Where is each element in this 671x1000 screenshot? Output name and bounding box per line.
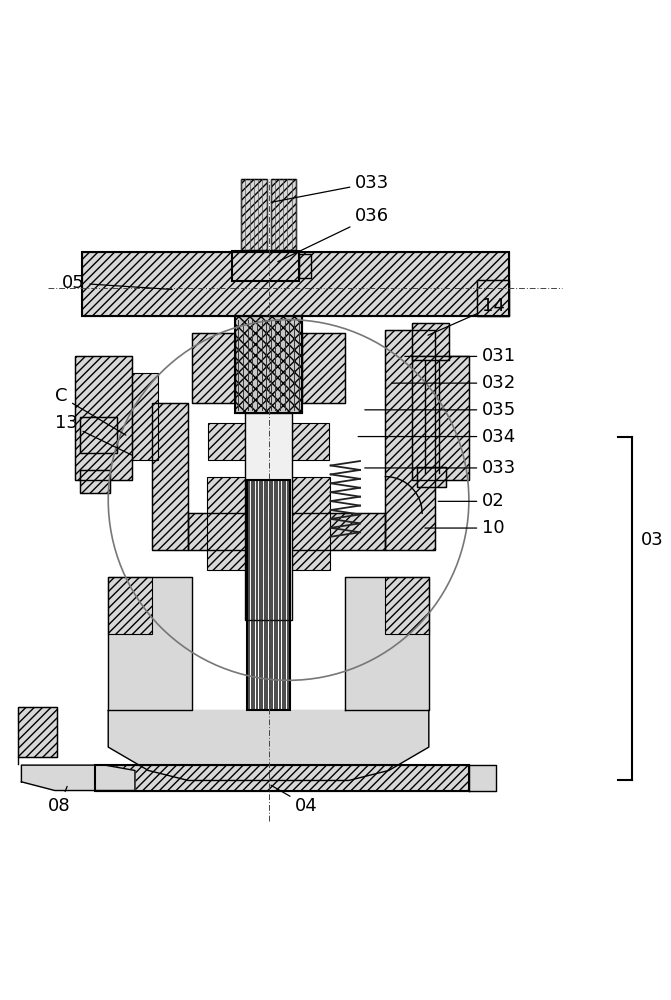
- Text: 13: 13: [55, 414, 132, 455]
- Text: 02: 02: [438, 492, 505, 510]
- Bar: [189, 513, 385, 550]
- Text: 033: 033: [365, 459, 517, 477]
- Bar: [412, 323, 449, 360]
- Bar: [385, 330, 435, 550]
- Bar: [81, 417, 117, 453]
- Bar: [241, 179, 266, 250]
- Bar: [95, 765, 469, 791]
- Bar: [192, 333, 235, 403]
- Text: 034: 034: [358, 428, 517, 446]
- Text: 035: 035: [365, 401, 517, 419]
- Bar: [412, 356, 469, 480]
- Bar: [235, 316, 302, 413]
- Text: 03: 03: [641, 531, 663, 549]
- Bar: [270, 179, 296, 250]
- Text: 05: 05: [62, 274, 172, 292]
- Bar: [417, 467, 446, 487]
- Polygon shape: [469, 765, 496, 791]
- Bar: [291, 477, 330, 570]
- Bar: [18, 707, 57, 757]
- Bar: [132, 373, 158, 460]
- Bar: [302, 333, 346, 403]
- Bar: [152, 403, 189, 550]
- Bar: [245, 413, 292, 620]
- Bar: [18, 707, 57, 757]
- Text: 031: 031: [405, 347, 517, 365]
- Bar: [75, 356, 132, 480]
- Bar: [231, 251, 299, 281]
- Bar: [477, 280, 509, 316]
- Bar: [412, 323, 449, 360]
- Bar: [209, 423, 245, 460]
- Polygon shape: [108, 577, 192, 710]
- Bar: [207, 477, 247, 570]
- Bar: [235, 316, 302, 413]
- Bar: [477, 280, 509, 316]
- Bar: [152, 403, 189, 550]
- Bar: [81, 417, 117, 453]
- Bar: [82, 252, 509, 316]
- Bar: [192, 333, 235, 403]
- Polygon shape: [21, 765, 135, 791]
- Bar: [299, 254, 311, 278]
- Bar: [231, 251, 299, 281]
- Text: 04: 04: [271, 785, 318, 815]
- Bar: [417, 467, 446, 487]
- Text: C: C: [55, 387, 126, 435]
- Bar: [189, 513, 385, 550]
- Bar: [270, 179, 296, 250]
- Text: 08: 08: [48, 786, 70, 815]
- Bar: [81, 470, 110, 493]
- Polygon shape: [108, 710, 429, 780]
- Bar: [241, 179, 266, 250]
- Text: 032: 032: [391, 374, 517, 392]
- Bar: [385, 330, 435, 550]
- Bar: [75, 356, 132, 480]
- Bar: [292, 423, 329, 460]
- Bar: [247, 480, 291, 710]
- Bar: [302, 333, 346, 403]
- Text: 036: 036: [278, 207, 389, 262]
- Text: 10: 10: [425, 519, 505, 537]
- Bar: [299, 254, 311, 278]
- Bar: [82, 252, 509, 316]
- Bar: [81, 470, 110, 493]
- Polygon shape: [346, 577, 429, 710]
- Text: 14: 14: [428, 297, 505, 335]
- Bar: [412, 356, 469, 480]
- Bar: [385, 577, 429, 634]
- Text: 033: 033: [271, 174, 390, 202]
- Bar: [108, 577, 152, 634]
- Bar: [95, 765, 469, 791]
